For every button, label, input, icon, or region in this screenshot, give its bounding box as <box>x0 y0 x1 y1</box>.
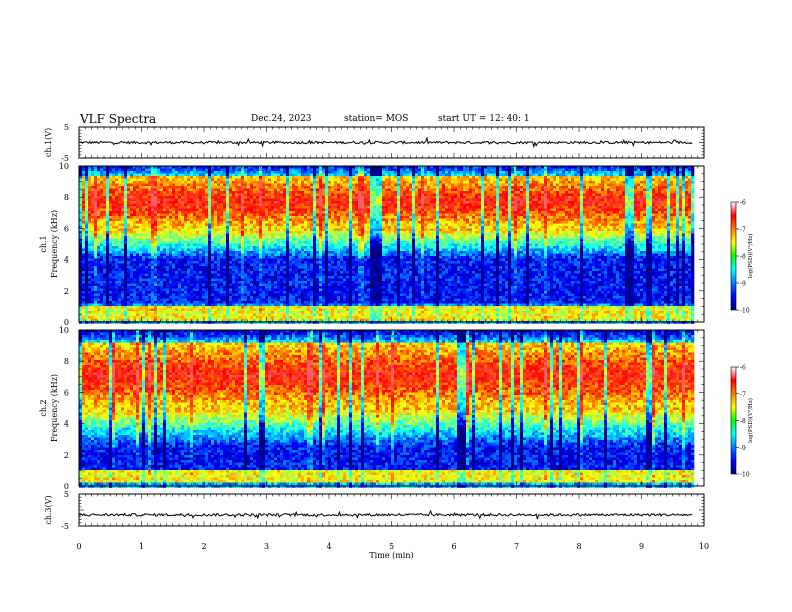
x-tick-label: 2 <box>201 542 206 551</box>
x-tick-label: 7 <box>514 542 519 551</box>
colorbar-tick-label: -10 <box>740 308 750 315</box>
y-axis-label: Frequency (kHz) <box>50 210 59 278</box>
colorbar-tick-label: -8 <box>740 418 746 425</box>
y-tick-label: 2 <box>64 287 69 296</box>
y-tick-label: 6 <box>64 224 69 233</box>
y-tick-label: 10 <box>59 162 69 171</box>
colorbar-tick-label: -7 <box>740 391 746 398</box>
waveform-trace <box>79 138 692 146</box>
spectrogram-cells <box>79 330 694 488</box>
colorbar-tick-label: -6 <box>740 200 746 207</box>
y-axis-label: Frequency (kHz) <box>50 374 59 442</box>
y-axis-label: ch.1(V) <box>44 128 53 157</box>
y-tick-label: 5 <box>64 123 69 132</box>
y-tick-label: 5 <box>64 490 69 499</box>
y-tick-label: 2 <box>64 451 69 460</box>
colorbar-tick-label: -6 <box>740 365 746 372</box>
x-tick-label: 9 <box>639 542 644 551</box>
y-tick-label: 6 <box>64 388 69 397</box>
colorbar <box>731 202 736 310</box>
x-tick-label: 5 <box>389 542 394 551</box>
colorbar-tick-label: -7 <box>740 227 746 234</box>
y-axis-label: ch.3(V) <box>44 495 53 524</box>
colorbar-tick-label: -9 <box>740 281 746 288</box>
colorbar-tick-label: -9 <box>740 445 746 452</box>
x-tick-label: 3 <box>264 542 269 551</box>
colorbar-tick-label: -8 <box>740 254 746 261</box>
x-tick-label: 8 <box>576 542 581 551</box>
y-tick-label: 4 <box>64 256 69 265</box>
y-tick-label: 8 <box>64 357 69 366</box>
x-tick-label: 4 <box>326 542 331 551</box>
y-tick-label: 8 <box>64 193 69 202</box>
colorbar-label: log(PSD)(V²/Hz) <box>747 398 754 443</box>
colorbar <box>731 367 736 474</box>
y-tick-label: 10 <box>59 326 69 335</box>
x-tick-label: 1 <box>139 542 144 551</box>
x-tick-label: 0 <box>76 542 81 551</box>
channel-label: ch.2 <box>39 399 48 416</box>
y-tick-label: -5 <box>61 522 69 531</box>
colorbar-label: log(PSD)(V²/Hz) <box>747 234 754 279</box>
x-axis-label: Time (min) <box>369 551 413 560</box>
y-tick-label: 4 <box>64 420 69 429</box>
colorbar-tick-label: -10 <box>740 472 750 479</box>
x-tick-label: 6 <box>451 542 456 551</box>
channel-label: ch.1 <box>39 235 48 252</box>
x-tick-label: 10 <box>699 542 709 551</box>
waveform-trace <box>79 511 692 519</box>
spectrogram-cells <box>79 166 694 324</box>
